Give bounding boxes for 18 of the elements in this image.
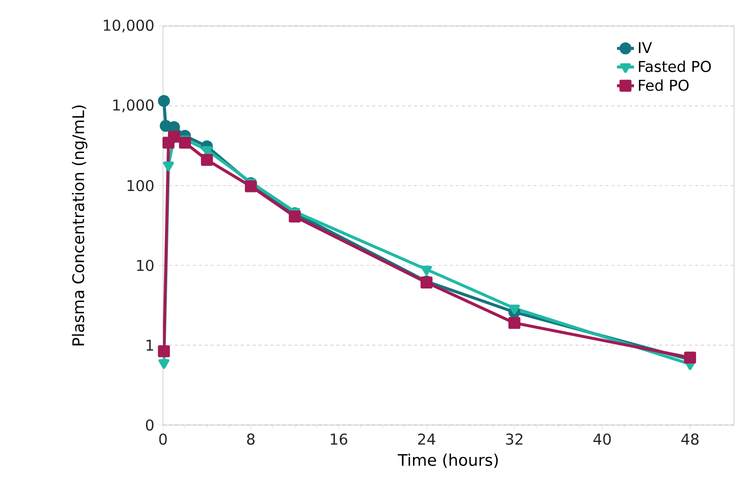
y-tick-label: 10 xyxy=(137,260,154,272)
x-tick-label: 24 xyxy=(418,433,436,445)
x-tick-label: 48 xyxy=(681,433,699,445)
y-tick-label: 100 xyxy=(128,180,154,192)
x-tick-label: 32 xyxy=(506,433,522,445)
x-tick-label: 40 xyxy=(593,433,611,445)
y-tick-label: 0 xyxy=(146,419,154,431)
legend-label: IV xyxy=(638,42,652,54)
x-tick-label: 16 xyxy=(330,433,348,445)
y-axis-title: Plasma Concentration (ng/mL) xyxy=(72,105,88,346)
x-tick-label: 8 xyxy=(247,433,255,445)
legend-label: Fasted PO xyxy=(638,60,711,72)
x-axis-title: Time (hours) xyxy=(398,454,498,468)
x-tick-label: 0 xyxy=(159,433,167,445)
y-tick-label: 1 xyxy=(146,340,154,351)
legend-label: Fed PO xyxy=(638,79,689,91)
y-tick-label: 10,000 xyxy=(104,20,154,32)
y-tick-label: 1,000 xyxy=(113,99,154,112)
